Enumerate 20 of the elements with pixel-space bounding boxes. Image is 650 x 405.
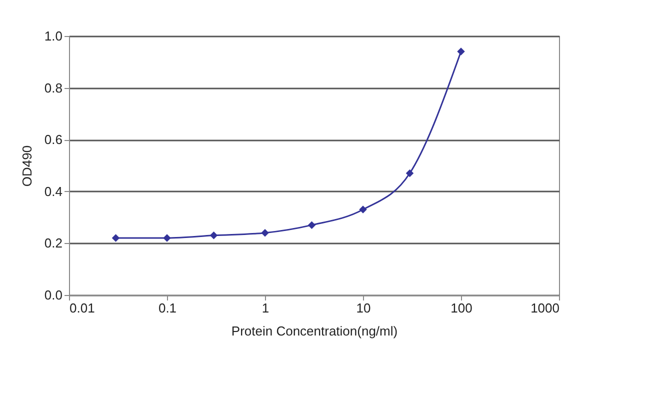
- y-tick-label: 0.4: [44, 184, 62, 199]
- y-tick-label: 0.0: [44, 288, 62, 302]
- x-tick-label: 1: [262, 300, 270, 316]
- x-tick-label: 0.01: [70, 300, 95, 316]
- point: [308, 221, 316, 229]
- point: [210, 232, 218, 240]
- x-tick-label: 100: [450, 300, 472, 316]
- point: [261, 228, 269, 237]
- point: [112, 234, 120, 242]
- y-tick-label: 1.0: [44, 28, 62, 44]
- y-tick-label: 0.8: [44, 80, 62, 96]
- y-tick-label: 0.2: [44, 236, 62, 251]
- x-tick-label: 1000: [530, 300, 560, 316]
- point: [359, 206, 367, 214]
- y-tick-label: 0.6: [44, 132, 62, 148]
- point: [457, 48, 465, 56]
- x-tick-label: 0.1: [158, 300, 177, 316]
- x-tick-label: 10: [356, 300, 371, 316]
- x-axis-title: Protein Concentration(ng/ml): [231, 324, 398, 338]
- y-axis-title: OD490: [19, 145, 34, 187]
